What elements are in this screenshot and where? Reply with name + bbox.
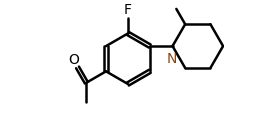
Text: O: O	[68, 53, 79, 67]
Text: F: F	[124, 3, 132, 17]
Text: N: N	[167, 51, 177, 65]
